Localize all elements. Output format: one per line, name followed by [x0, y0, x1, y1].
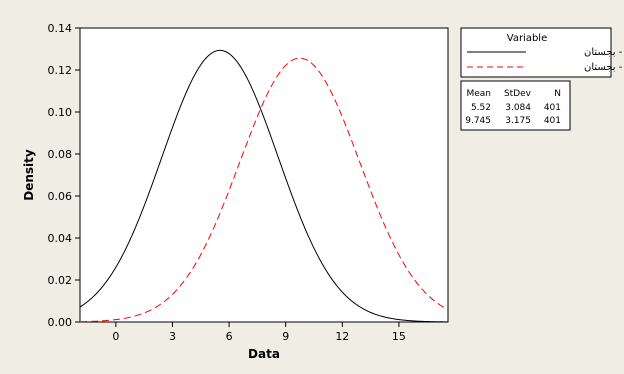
x-tick-label: 12: [335, 330, 349, 343]
y-tick-label: 0.14: [48, 22, 73, 35]
legend-title: Variable: [507, 33, 548, 44]
stats-box: [460, 80, 571, 131]
y-axis-title: Density: [22, 149, 36, 201]
y-tick-label: 0.10: [48, 106, 73, 119]
stats-row-2-mean: 9.745: [465, 116, 491, 126]
y-tick-label: 0.00: [48, 316, 73, 329]
x-tick-label: 3: [169, 330, 176, 343]
stats-row-1-n: 401: [544, 103, 561, 113]
density-curves: [79, 49, 449, 323]
stats-header-stdev: StDev: [504, 89, 532, 99]
y-axis: 0.00 0.02 0.04 0.06 0.08 0.10 0.12 0.14: [48, 22, 80, 329]
plot-area: [79, 27, 449, 323]
stats-row-1-stdev: 3.084: [505, 103, 531, 113]
x-tick-label: 6: [226, 330, 233, 343]
y-tick-label: 0.08: [48, 148, 73, 161]
x-axis: 0 3 6 9 12 15: [112, 322, 406, 343]
y-tick-label: 0.04: [48, 232, 73, 245]
y-tick-label: 0.02: [48, 274, 73, 287]
x-tick-label: 9: [282, 330, 289, 343]
y-tick-label: 0.12: [48, 64, 73, 77]
x-axis-title: Data: [248, 347, 280, 361]
stats-row-2-n: 401: [544, 116, 561, 126]
x-tick-label: 0: [112, 330, 119, 343]
legend: Variable اولیه - بجستان ثانویه - بجستان: [460, 27, 624, 78]
density-line-series-1: [79, 49, 449, 323]
density-line-series-2: [79, 57, 449, 323]
x-tick-label: 15: [392, 330, 406, 343]
legend-label-series-2: ثانویه - بجستان: [584, 62, 624, 73]
stats-table: Mean StDev N 5.52 3.084 401 9.745 3.175 …: [460, 80, 571, 131]
stats-header-mean: Mean: [466, 89, 491, 99]
stats-row-2-stdev: 3.175: [505, 116, 531, 126]
y-tick-label: 0.06: [48, 190, 73, 203]
stats-row-1-mean: 5.52: [471, 103, 491, 113]
stats-header-n: N: [554, 89, 561, 99]
legend-label-series-1: اولیه - بجستان: [584, 47, 624, 58]
